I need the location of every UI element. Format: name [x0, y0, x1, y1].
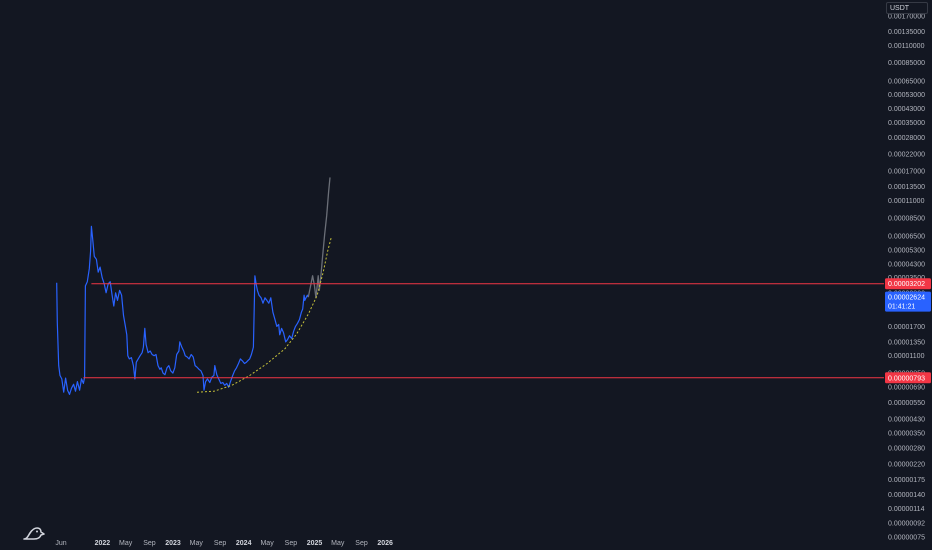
y-tick-label: 0.00004300	[888, 261, 925, 268]
x-tick-label: May	[190, 540, 204, 547]
y-tick-label: 0.00000140	[888, 492, 925, 499]
y-tick-label: 0.00035000	[888, 120, 925, 127]
bar-countdown-text: 01:41:21	[888, 304, 915, 311]
x-tick-label: May	[260, 540, 274, 547]
y-tick-label: 0.00000175	[888, 477, 925, 484]
currency-selector[interactable]: USDT	[886, 2, 928, 14]
x-tick-label: Sep	[143, 540, 156, 547]
y-tick-label: 0.00000690	[888, 385, 925, 392]
x-tick-label: 2026	[377, 540, 393, 547]
y-tick-label: 0.00170000	[888, 14, 925, 21]
y-tick-label: 0.00000550	[888, 400, 925, 407]
y-tick-label: 0.00135000	[888, 29, 925, 36]
current-price-tag	[885, 291, 931, 312]
y-tick-label: 0.00006500	[888, 234, 925, 241]
tradingview-logo-icon[interactable]	[22, 522, 46, 542]
y-tick-label: 0.00001100	[888, 353, 925, 360]
price-axis[interactable]: 0.00170000 0.00135000 0.00110000 0.00085000…	[888, 14, 925, 542]
level-price-text: 0.00000793	[888, 375, 925, 382]
price-line	[56, 225, 309, 395]
current-price-text: 0.00002624	[888, 295, 925, 302]
y-tick-label: 0.00008500	[888, 215, 925, 222]
x-tick-label: Sep	[355, 540, 368, 547]
y-tick-label: 0.00000430	[888, 417, 925, 424]
x-tick-label: Sep	[285, 540, 298, 547]
x-tick-label: 2025	[307, 540, 323, 547]
y-tick-label: 0.00011000	[888, 198, 925, 205]
y-tick-label: 0.00043000	[888, 106, 925, 113]
y-tick-label: 0.00017000	[888, 169, 925, 176]
series-layer	[56, 177, 332, 395]
level-price-tag	[885, 278, 931, 290]
x-tick-label: 2024	[236, 540, 252, 547]
horizontal-levels	[83, 283, 884, 379]
y-tick-label: 0.00001700	[888, 324, 925, 331]
level-price-tag	[885, 372, 931, 384]
x-tick-label: Jun	[55, 540, 66, 547]
support-curve	[196, 237, 332, 393]
level-price-text: 0.00003202	[888, 281, 925, 288]
time-axis[interactable]: Jun 2022 May Sep 2023 May Sep 2024 May Sep 2025 May…	[55, 540, 393, 547]
x-tick-label: May	[331, 540, 345, 547]
x-tick-label: May	[119, 540, 133, 547]
y-tick-label: 0.00000114	[888, 506, 925, 513]
y-tick-label: 0.00001350	[888, 339, 925, 346]
currency-label: USDT	[890, 5, 910, 12]
axis-price-labels: 0.00003202 0.00000793 0.00002624 01:41:21	[885, 278, 931, 384]
x-tick-label: 2023	[165, 540, 181, 547]
y-tick-label: 0.00000092	[888, 520, 925, 527]
y-tick-label: 0.00028000	[888, 135, 925, 142]
y-tick-label: 0.00000220	[888, 462, 925, 469]
y-tick-label: 0.00110000	[888, 43, 925, 50]
y-tick-label: 0.00022000	[888, 151, 925, 158]
y-tick-label: 0.00085000	[888, 60, 925, 67]
y-tick-label: 0.00000350	[888, 430, 925, 437]
y-tick-label: 0.00013500	[888, 184, 925, 191]
y-tick-label: 0.00065000	[888, 78, 925, 85]
y-tick-label: 0.00000280	[888, 445, 925, 452]
y-tick-label: 0.00053000	[888, 92, 925, 99]
x-tick-label: 2022	[95, 540, 111, 547]
x-tick-label: Sep	[214, 540, 227, 547]
projection-line	[307, 177, 331, 299]
y-tick-label: 0.00005300	[888, 247, 925, 254]
y-tick-label: 0.00000075	[888, 534, 925, 541]
